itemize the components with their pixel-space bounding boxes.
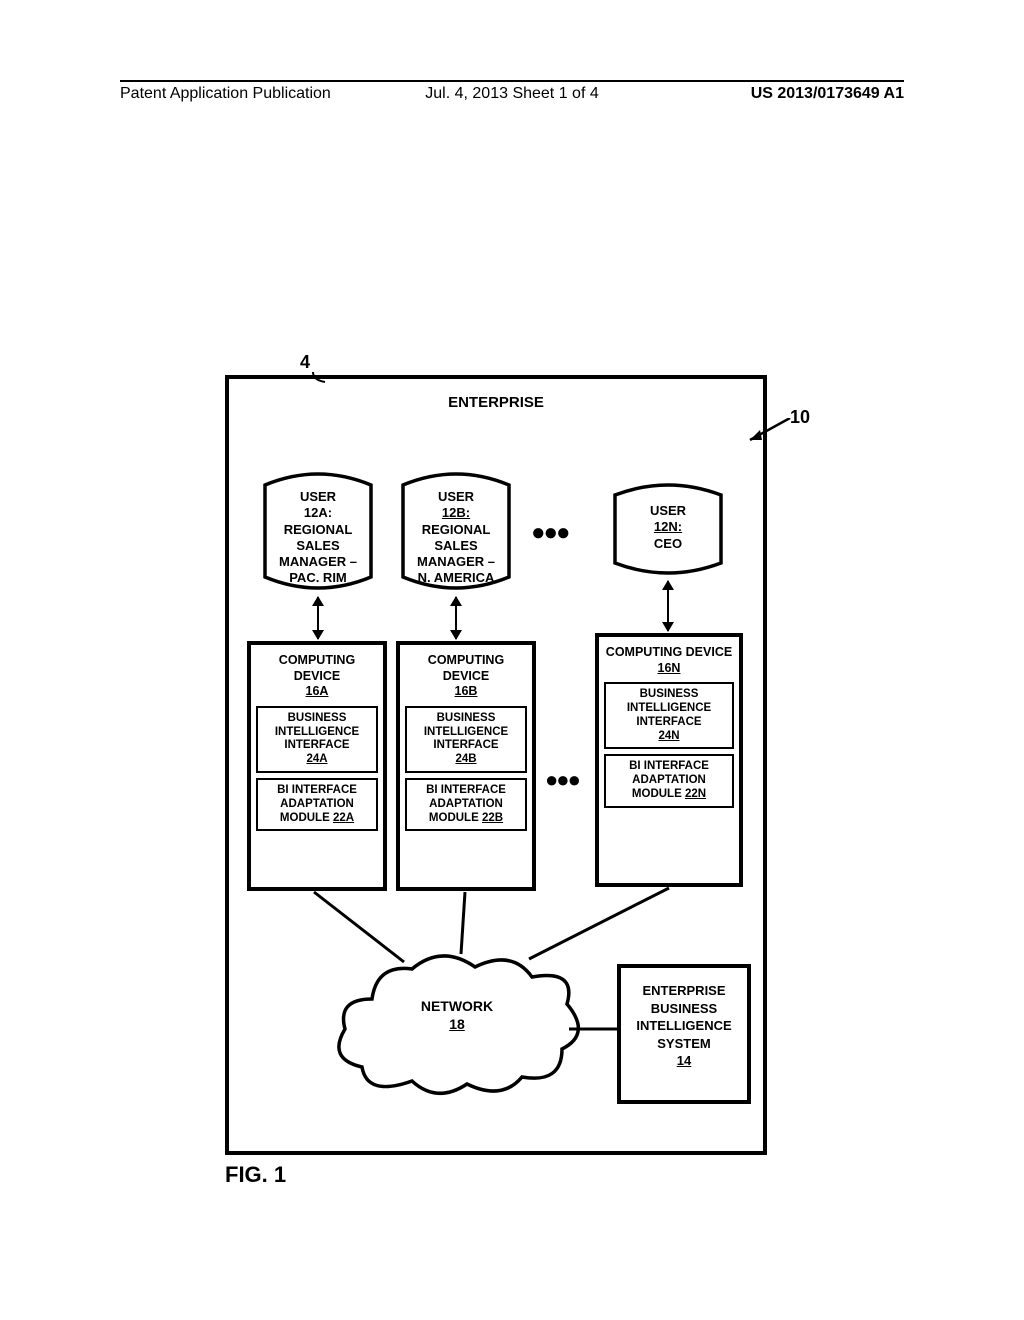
adaptation-module-box: BI INTERFACE ADAPTATION MODULE 22A: [256, 778, 378, 831]
bidirectional-arrow: [455, 597, 457, 639]
adapt-id: 22A: [333, 812, 354, 824]
network-label: NETWORK 18: [327, 997, 587, 1033]
bi-interface-box: BUSINESS INTELLIGENCE INTERFACE 24B: [405, 706, 527, 773]
user-12a: USER 12A: REGIONAL SALES MANAGER – PAC. …: [259, 467, 377, 595]
ebis-line: SYSTEM: [621, 1035, 747, 1053]
user-id: 12N:: [609, 519, 727, 535]
user-role: CEO: [609, 536, 727, 552]
device-title: COMPUTING DEVICE: [255, 653, 379, 684]
user-role: REGIONAL: [259, 522, 377, 538]
header-right: US 2013/0173649 A1: [751, 85, 904, 103]
enterprise-bi-system: ENTERPRISE BUSINESS INTELLIGENCE SYSTEM …: [617, 964, 751, 1104]
device-id: 16N: [603, 661, 735, 677]
user-role: REGIONAL: [397, 522, 515, 538]
bidirectional-arrow: [317, 597, 319, 639]
device-header: COMPUTING DEVICE 16A: [251, 645, 383, 706]
adapt-id: 22N: [685, 788, 706, 800]
ellipsis-icon: ●●●: [531, 519, 569, 547]
arrow-up-icon: [450, 596, 462, 606]
user-label: USER: [397, 489, 515, 505]
user-role: PAC. RIM: [259, 570, 377, 586]
arrow-down-icon: [450, 630, 462, 640]
device-header: COMPUTING DEVICE 16B: [400, 645, 532, 706]
bi-interface-box: BUSINESS INTELLIGENCE INTERFACE 24A: [256, 706, 378, 773]
computing-device-16n: COMPUTING DEVICE 16N BUSINESS INTELLIGEN…: [595, 633, 743, 887]
arrow-up-icon: [312, 596, 324, 606]
device-header: COMPUTING DEVICE 16N: [599, 637, 739, 682]
user-role: MANAGER –: [259, 554, 377, 570]
user-role: SALES: [259, 538, 377, 554]
user-label: USER: [259, 489, 377, 505]
reference-numeral-10: 10: [790, 407, 810, 428]
enterprise-title: ENTERPRISE: [229, 394, 763, 411]
figure-label: FIG. 1: [225, 1162, 286, 1188]
bidirectional-arrow: [667, 581, 669, 631]
user-12b-text: USER 12B: REGIONAL SALES MANAGER – N. AM…: [397, 467, 515, 587]
network-cloud: NETWORK 18: [327, 949, 587, 1099]
computing-device-16b: COMPUTING DEVICE 16B BUSINESS INTELLIGEN…: [396, 641, 536, 891]
ebis-line: ENTERPRISE: [621, 982, 747, 1000]
computing-device-16a: COMPUTING DEVICE 16A BUSINESS INTELLIGEN…: [247, 641, 387, 891]
bi-label: BUSINESS INTELLIGENCE INTERFACE: [608, 688, 730, 729]
ebis-line: BUSINESS: [621, 1000, 747, 1018]
arrow-down-icon: [662, 622, 674, 632]
adaptation-module-box: BI INTERFACE ADAPTATION MODULE 22B: [405, 778, 527, 831]
bi-interface-box: BUSINESS INTELLIGENCE INTERFACE 24N: [604, 682, 734, 749]
reference-numeral-4: 4: [300, 352, 310, 373]
enterprise-container: ENTERPRISE USER 12A: REGIONAL SALES MANA…: [225, 375, 767, 1155]
user-12b: USER 12B: REGIONAL SALES MANAGER – N. AM…: [397, 467, 515, 595]
user-role: SALES: [397, 538, 515, 554]
user-12a-text: USER 12A: REGIONAL SALES MANAGER – PAC. …: [259, 467, 377, 587]
bi-label: BUSINESS INTELLIGENCE INTERFACE: [260, 712, 374, 753]
device-id: 16A: [255, 684, 379, 700]
user-id: 12A:: [259, 505, 377, 521]
device-id: 16B: [404, 684, 528, 700]
user-label: USER: [609, 503, 727, 519]
user-role: N. AMERICA: [397, 570, 515, 586]
network-text: NETWORK: [327, 997, 587, 1015]
device-title: COMPUTING DEVICE: [404, 653, 528, 684]
user-12n: USER 12N: CEO: [609, 479, 727, 579]
device-title: COMPUTING DEVICE: [603, 645, 735, 661]
bi-id: 24A: [260, 753, 374, 767]
bi-id: 24B: [409, 753, 523, 767]
bi-id: 24N: [608, 730, 730, 744]
ellipsis-icon: ●●●: [545, 767, 579, 793]
adapt-id: 22B: [482, 812, 503, 824]
header-rule: [120, 80, 904, 82]
ebis-id: 14: [621, 1052, 747, 1070]
arrow-down-icon: [312, 630, 324, 640]
network-id: 18: [327, 1015, 587, 1033]
bi-label: BUSINESS INTELLIGENCE INTERFACE: [409, 712, 523, 753]
arrow-up-icon: [662, 580, 674, 590]
page: Patent Application Publication Jul. 4, 2…: [0, 0, 1024, 1320]
adaptation-module-box: BI INTERFACE ADAPTATION MODULE 22N: [604, 754, 734, 807]
user-12n-text: USER 12N: CEO: [609, 479, 727, 552]
user-id: 12B:: [397, 505, 515, 521]
user-role: MANAGER –: [397, 554, 515, 570]
ebis-line: INTELLIGENCE: [621, 1017, 747, 1035]
